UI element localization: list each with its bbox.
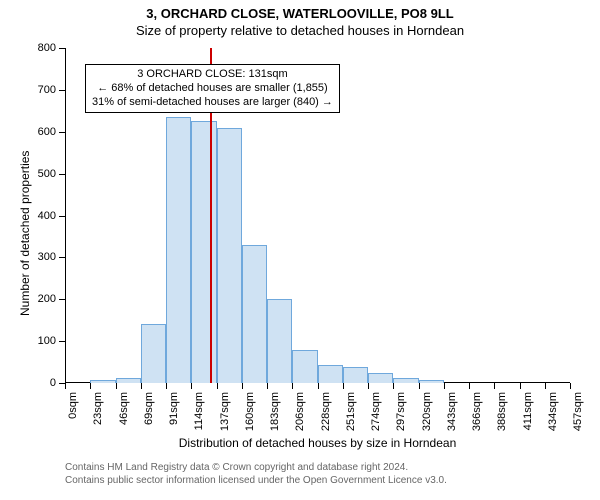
y-tick-mark xyxy=(59,299,65,300)
histogram-bar xyxy=(166,117,191,383)
y-tick-label: 700 xyxy=(38,84,56,96)
annotation-line: 3 ORCHARD CLOSE: 131sqm xyxy=(92,68,333,82)
histogram-bar xyxy=(419,380,444,383)
x-tick-mark xyxy=(90,383,91,389)
x-tick-label: 343sqm xyxy=(446,392,458,442)
histogram-bar xyxy=(90,380,115,383)
y-tick-mark xyxy=(59,90,65,91)
x-tick-mark xyxy=(116,383,117,389)
y-tick-label: 600 xyxy=(38,126,56,138)
x-tick-label: 366sqm xyxy=(471,392,483,442)
x-tick-label: 411sqm xyxy=(522,392,534,442)
y-axis-label: Number of detached properties xyxy=(18,150,32,315)
x-axis-label: Distribution of detached houses by size … xyxy=(65,436,570,450)
y-tick-mark xyxy=(59,341,65,342)
x-tick-label: 46sqm xyxy=(118,392,130,442)
chart-container: 3, ORCHARD CLOSE, WATERLOOVILLE, PO8 9LL… xyxy=(0,0,600,500)
x-tick-label: 206sqm xyxy=(294,392,306,442)
y-tick-label: 800 xyxy=(38,42,56,54)
x-tick-label: 160sqm xyxy=(244,392,256,442)
x-tick-label: 434sqm xyxy=(547,392,559,442)
x-tick-label: 388sqm xyxy=(496,392,508,442)
x-tick-label: 23sqm xyxy=(92,392,104,442)
y-tick-mark xyxy=(59,257,65,258)
x-tick-mark xyxy=(469,383,470,389)
plot-area: 01002003004005006007008000sqm23sqm46sqm6… xyxy=(65,48,570,383)
x-tick-mark xyxy=(242,383,243,389)
histogram-bar xyxy=(242,245,267,383)
histogram-bar xyxy=(292,350,317,384)
x-tick-mark xyxy=(520,383,521,389)
x-tick-label: 183sqm xyxy=(269,392,281,442)
histogram-bar xyxy=(318,365,343,383)
chart-title: 3, ORCHARD CLOSE, WATERLOOVILLE, PO8 9LL xyxy=(0,0,600,21)
x-tick-label: 297sqm xyxy=(395,392,407,442)
x-tick-mark xyxy=(545,383,546,389)
x-tick-label: 137sqm xyxy=(219,392,231,442)
x-tick-mark xyxy=(141,383,142,389)
x-tick-mark xyxy=(368,383,369,389)
x-tick-mark xyxy=(267,383,268,389)
y-tick-label: 200 xyxy=(38,293,56,305)
annotation-line: 31% of semi-detached houses are larger (… xyxy=(92,96,333,110)
histogram-bar xyxy=(141,324,166,383)
x-tick-mark xyxy=(494,383,495,389)
x-tick-label: 457sqm xyxy=(572,392,584,442)
x-tick-mark xyxy=(419,383,420,389)
y-tick-label: 500 xyxy=(38,168,56,180)
y-tick-label: 300 xyxy=(38,251,56,263)
histogram-bar xyxy=(267,299,292,383)
y-tick-mark xyxy=(59,216,65,217)
x-tick-label: 69sqm xyxy=(143,392,155,442)
chart-subtitle: Size of property relative to detached ho… xyxy=(0,21,600,38)
y-tick-mark xyxy=(59,132,65,133)
x-tick-mark xyxy=(65,383,66,389)
annotation-box: 3 ORCHARD CLOSE: 131sqm← 68% of detached… xyxy=(85,64,340,113)
histogram-bar xyxy=(393,378,418,383)
x-tick-label: 114sqm xyxy=(193,392,205,442)
histogram-bar xyxy=(343,367,368,383)
y-tick-label: 400 xyxy=(38,210,56,222)
x-tick-label: 228sqm xyxy=(320,392,332,442)
x-tick-mark xyxy=(318,383,319,389)
x-tick-mark xyxy=(393,383,394,389)
x-tick-mark xyxy=(191,383,192,389)
histogram-bar xyxy=(116,378,141,383)
x-tick-label: 320sqm xyxy=(421,392,433,442)
x-tick-label: 0sqm xyxy=(67,392,79,442)
x-tick-mark xyxy=(292,383,293,389)
x-tick-label: 251sqm xyxy=(345,392,357,442)
footer-line-1: Contains HM Land Registry data © Crown c… xyxy=(65,461,447,474)
histogram-bar xyxy=(217,128,242,383)
x-tick-mark xyxy=(166,383,167,389)
x-tick-mark xyxy=(444,383,445,389)
footer-attribution: Contains HM Land Registry data © Crown c… xyxy=(65,461,447,487)
y-tick-mark xyxy=(59,174,65,175)
x-tick-label: 91sqm xyxy=(168,392,180,442)
x-tick-mark xyxy=(570,383,571,389)
x-tick-mark xyxy=(217,383,218,389)
y-tick-mark xyxy=(59,48,65,49)
y-axis-line xyxy=(65,48,66,383)
y-tick-label: 100 xyxy=(38,335,56,347)
x-tick-mark xyxy=(343,383,344,389)
y-tick-label: 0 xyxy=(50,377,56,389)
histogram-bar xyxy=(368,373,393,383)
annotation-line: ← 68% of detached houses are smaller (1,… xyxy=(92,82,333,96)
footer-line-2: Contains public sector information licen… xyxy=(65,474,447,487)
histogram-bar xyxy=(191,121,216,383)
x-tick-label: 274sqm xyxy=(370,392,382,442)
